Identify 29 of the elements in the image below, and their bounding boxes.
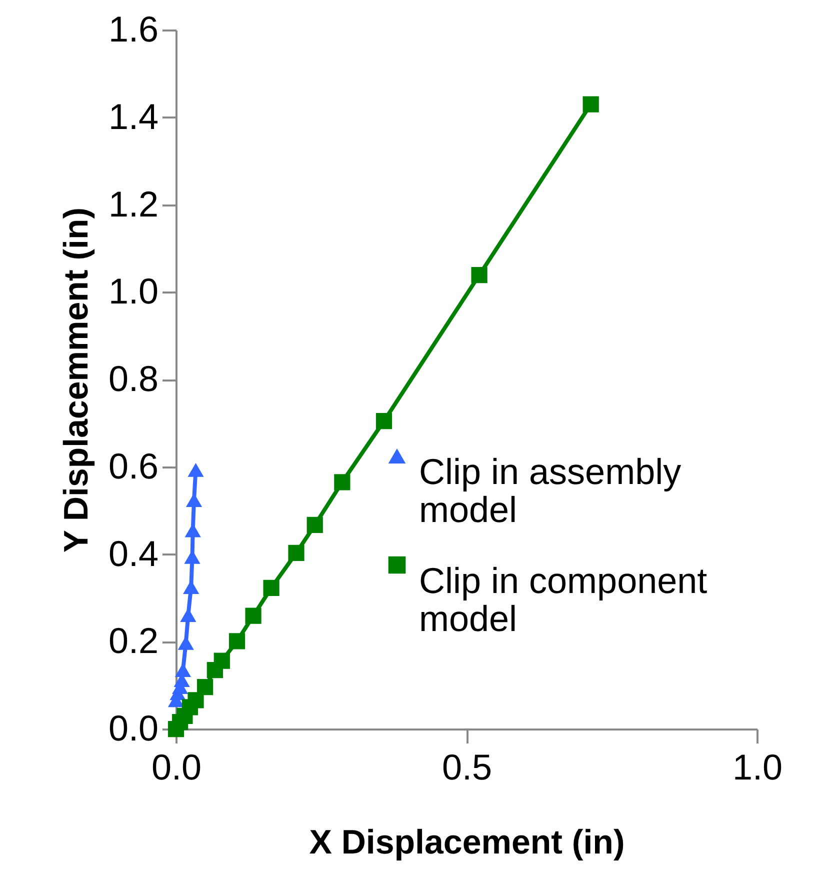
y-tick-label: 0.2 [108,620,158,662]
y-tick-label: 0.0 [108,708,158,748]
y-axis-title: Y Displacemment (in) [57,207,96,553]
y-tick-label: 0.6 [108,445,158,486]
point [188,692,204,708]
x-tick-label: 0.0 [151,746,202,788]
x-tick-label: 0.5 [442,746,492,788]
point [471,267,488,284]
point [334,474,350,490]
point [228,633,246,650]
point [263,580,280,596]
x-tick-label: 1.0 [732,746,783,788]
y-tick-label: 0.8 [108,358,158,399]
legend-label: Clip in component model [419,560,708,639]
legend-label: Clip in assembly model [419,451,682,530]
y-tick-label: 1.6 [108,8,158,50]
y-tick-label: 0.4 [108,532,158,574]
point [196,679,214,696]
x-axis-title: X Displacement (in) [309,824,625,862]
point [245,608,262,624]
point [582,96,599,112]
y-tick-label: 1.4 [108,96,158,137]
y-tick-label: 1.2 [108,183,158,224]
point [306,516,323,534]
point [214,652,230,669]
point [288,544,304,561]
point [188,462,204,477]
y-tick-label: 1.0 [108,270,158,312]
point [376,412,392,430]
